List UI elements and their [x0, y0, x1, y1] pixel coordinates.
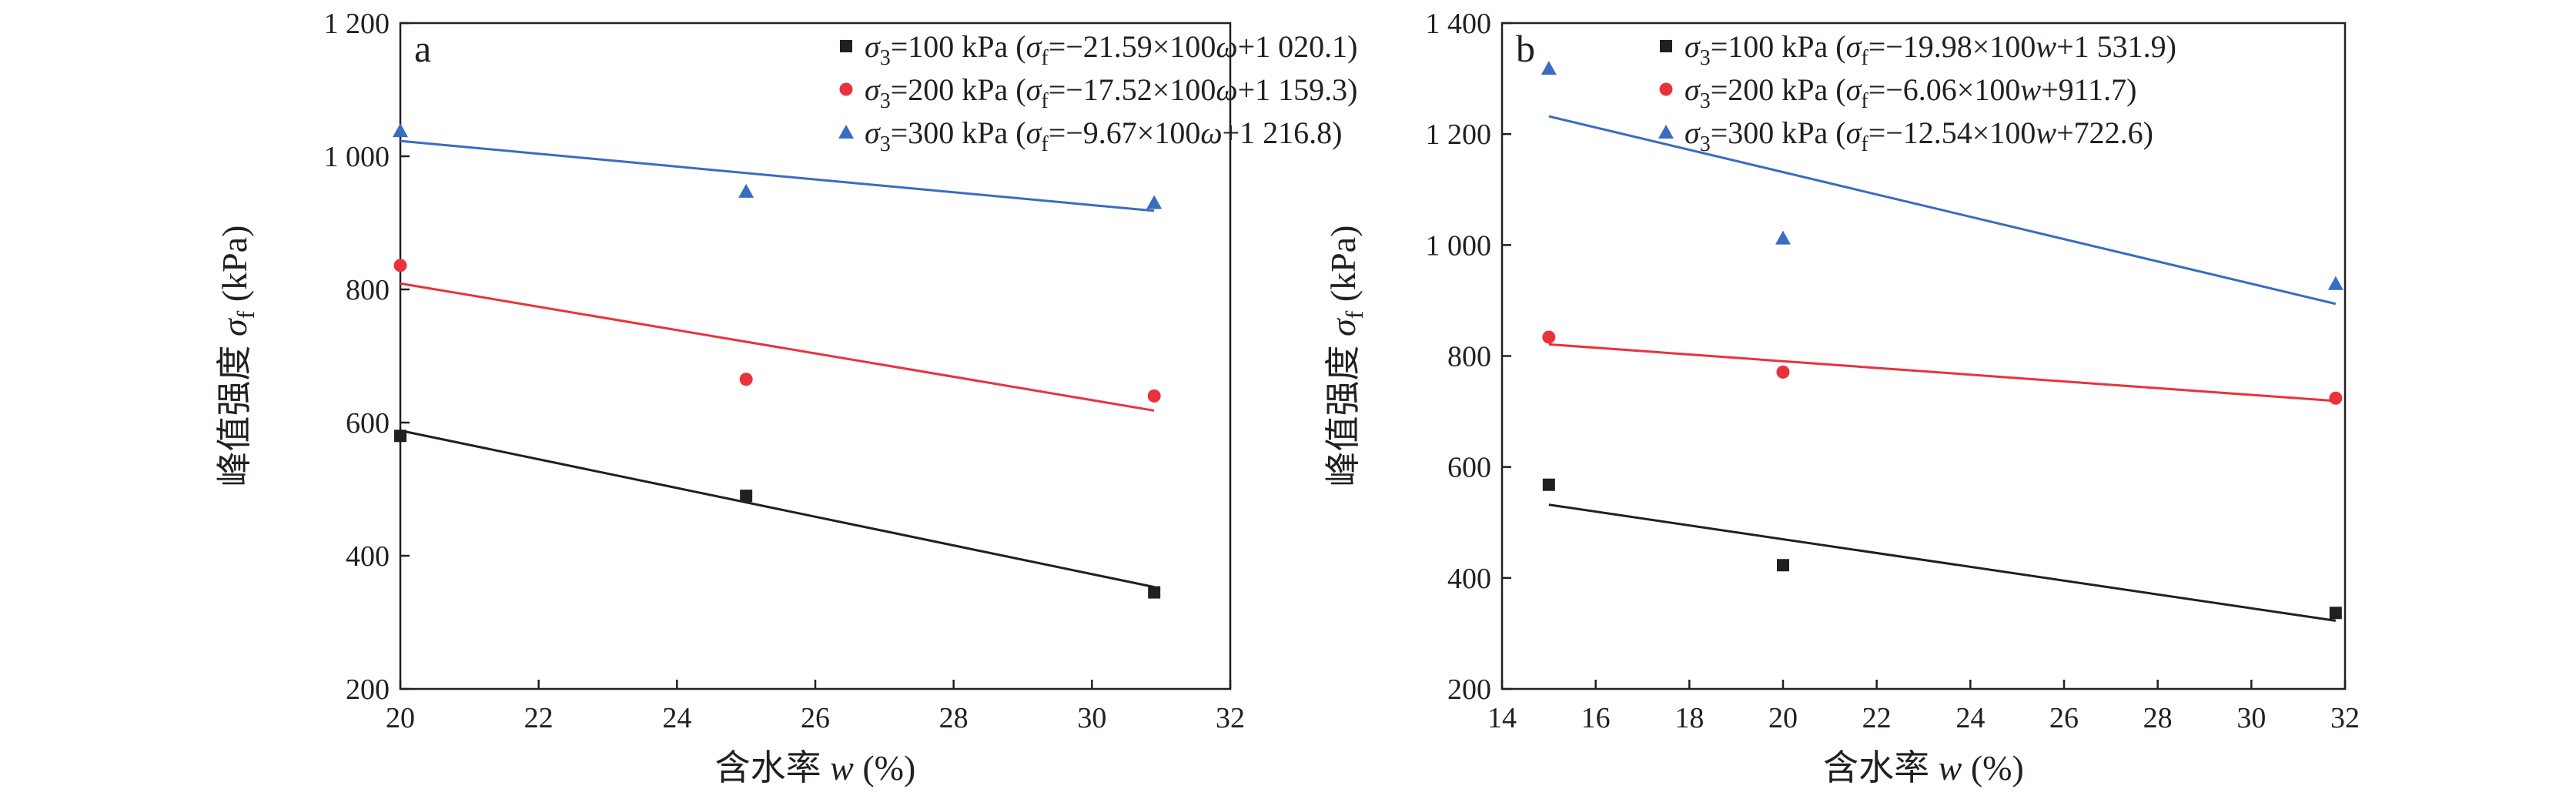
series-triangle — [393, 123, 1163, 212]
x-axis-label: 含水率 w (%) — [1823, 748, 2024, 787]
panel-letter: b — [1516, 27, 1535, 70]
fit-line — [1548, 343, 2336, 403]
y-tick-label: 1 200 — [1426, 119, 1492, 151]
legend: σ3=100 kPa (σf=−19.98×100w+1 531.9)σ3=20… — [1658, 29, 2176, 156]
legend-label: σ3=300 kPa (σf=−9.67×100ω+1 216.8) — [865, 115, 1343, 156]
data-point — [1777, 559, 1789, 572]
data-point — [393, 259, 407, 272]
legend-marker — [1658, 125, 1674, 139]
legend-marker — [840, 40, 852, 52]
x-tick-label: 14 — [1487, 702, 1517, 734]
y-axis-label: 峰值强度 σf (kPa) — [215, 226, 259, 487]
data-point — [2329, 391, 2343, 405]
data-point — [393, 123, 408, 138]
legend-label: σ3=100 kPa (σf=−19.98×100w+1 531.9) — [1684, 29, 2176, 70]
x-tick-label: 28 — [2143, 702, 2173, 734]
x-tick-label: 26 — [801, 702, 830, 734]
x-tick-label: 20 — [386, 702, 415, 734]
y-tick-label: 1 000 — [324, 141, 390, 173]
x-tick-label: 20 — [1768, 702, 1798, 734]
y-tick-label: 400 — [346, 540, 390, 573]
fit-line — [400, 139, 1155, 212]
data-point — [739, 373, 753, 386]
series-circle — [1542, 330, 2343, 405]
legend-label: σ3=100 kPa (σf=−21.59×100ω+1 020.1) — [865, 29, 1358, 70]
legend-marker — [838, 125, 854, 139]
legend-marker — [1660, 40, 1672, 52]
chart-panel-a: 20 22 24 26 28 30 32 200 400 600 800 1 000 1 200 含水率 … — [215, 8, 1358, 787]
y-tick-label: 800 — [1447, 341, 1491, 373]
y-tick-label: 1 000 — [1426, 229, 1492, 262]
x-tick-label: 24 — [1955, 702, 1985, 734]
x-tick-label: 32 — [2330, 702, 2360, 734]
y-tick-label: 1 400 — [1426, 8, 1492, 40]
fit-line — [400, 429, 1155, 589]
chart-panel-b: 14 16 18 20 22 24 26 28 30 32 200 400 600 800 1 000 1 2… — [1323, 8, 2360, 787]
x-axis-label: 含水率 w (%) — [715, 748, 916, 787]
data-point — [2329, 607, 2342, 620]
data-point — [1542, 330, 1556, 344]
data-point — [1147, 389, 1161, 403]
x-tick-label: 30 — [2236, 702, 2266, 734]
legend-label: σ3=200 kPa (σf=−17.52×100ω+1 159.3) — [865, 72, 1358, 113]
panel-letter: a — [414, 27, 431, 70]
data-point — [1542, 478, 1555, 491]
y-tick-label: 600 — [346, 407, 390, 440]
x-tick-label: 24 — [662, 702, 691, 734]
data-point — [394, 430, 406, 443]
data-point — [1541, 61, 1557, 75]
fit-line — [1548, 503, 2337, 622]
y-tick-label: 600 — [1447, 452, 1491, 484]
y-tick-label: 800 — [346, 274, 390, 306]
legend-marker — [839, 82, 853, 96]
x-tick-label: 22 — [524, 702, 554, 734]
legend: σ3=100 kPa (σf=−21.59×100ω+1 020.1)σ3=20… — [838, 29, 1358, 156]
data-point — [2327, 276, 2343, 290]
fit-line — [400, 282, 1155, 412]
x-tick-label: 32 — [1216, 702, 1245, 734]
y-tick-label: 400 — [1447, 563, 1491, 595]
legend-label: σ3=200 kPa (σf=−6.06×100w+911.7) — [1684, 72, 2136, 113]
data-point — [738, 183, 754, 198]
data-point — [1148, 586, 1161, 599]
x-tick-label: 16 — [1581, 702, 1611, 734]
series-square — [394, 429, 1161, 599]
y-tick-label: 1 200 — [324, 8, 390, 40]
y-tick-label: 200 — [1447, 674, 1491, 706]
x-tick-label: 18 — [1674, 702, 1704, 734]
legend-marker — [1659, 82, 1673, 96]
x-tick-label: 22 — [1862, 702, 1892, 734]
x-tick-label: 26 — [2049, 702, 2079, 734]
series-square — [1542, 478, 2342, 622]
data-point — [1776, 365, 1790, 379]
fit-line — [1548, 115, 2337, 306]
series-triangle — [1541, 61, 2343, 306]
legend-label: σ3=300 kPa (σf=−12.54×100w+722.6) — [1684, 115, 2153, 156]
data-point — [1146, 195, 1163, 209]
series-circle — [393, 259, 1161, 412]
x-tick-label: 28 — [939, 702, 969, 734]
x-tick-label: 30 — [1077, 702, 1106, 734]
y-tick-label: 200 — [346, 674, 390, 706]
data-point — [1775, 230, 1791, 245]
data-point — [740, 490, 753, 503]
y-axis-label: 峰值强度 σf (kPa) — [1323, 226, 1368, 487]
